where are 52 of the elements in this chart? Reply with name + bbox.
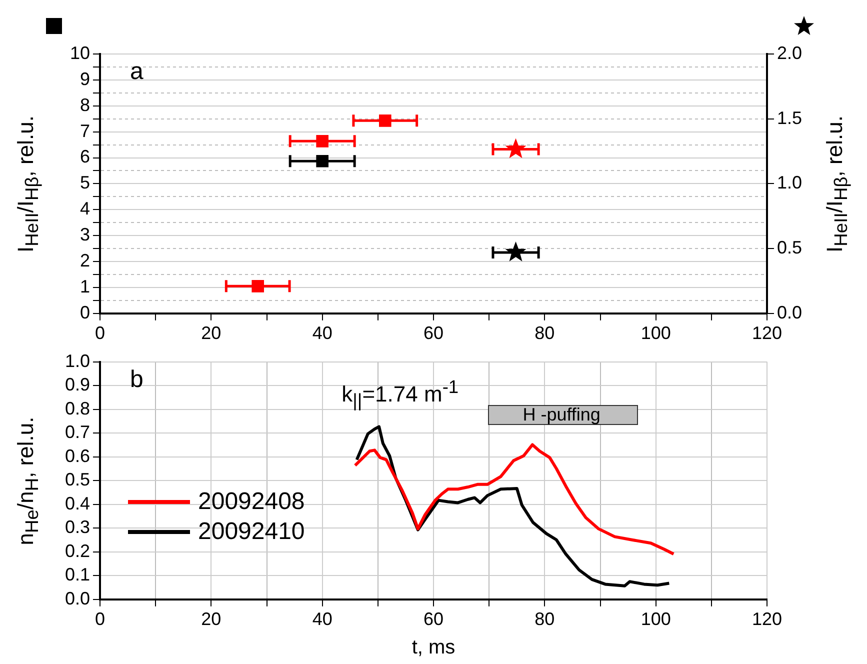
y-tick-label: 0.0 <box>64 588 90 608</box>
y-tick-label: 0.6 <box>64 446 90 466</box>
y-tick-label: 7 <box>80 120 90 141</box>
y-tick-label: 0.8 <box>64 398 90 418</box>
point <box>316 154 328 168</box>
y-tick-label: 1 <box>80 276 90 296</box>
y-tick-label: 4 <box>80 198 90 219</box>
x-tick-label: 40 <box>312 323 332 344</box>
y-tick-label: 1.0 <box>64 350 90 371</box>
y2-tick-label: 2.0 <box>777 42 802 63</box>
y2-tick-label: 1.0 <box>777 172 802 193</box>
y-tick-label: 0.1 <box>64 564 90 585</box>
y2-tick-label: 0.0 <box>777 302 802 322</box>
y2-tick-label: 0.5 <box>777 238 802 258</box>
y-tick-label: 10 <box>70 42 90 63</box>
point <box>252 280 264 292</box>
y-tick-label: 8 <box>80 94 90 115</box>
annotation: a <box>130 58 144 86</box>
y-tick-label: 0.5 <box>64 470 90 490</box>
x-tick-label: 60 <box>423 323 444 344</box>
annotation: b <box>130 366 144 394</box>
y2-tick-label: 1.5 <box>777 108 802 128</box>
y-tick-label: 0.2 <box>64 540 90 561</box>
x-tick-label: 60 <box>423 609 444 630</box>
y-tick-label: 2 <box>80 250 90 270</box>
y-tick-label: 0.4 <box>64 493 90 514</box>
y-tick-label: 0 <box>80 302 90 322</box>
point <box>316 135 328 148</box>
x-tick-label: 100 <box>640 609 671 630</box>
legend-label: 20092410 <box>198 518 305 546</box>
y-tick-label: 6 <box>80 146 90 167</box>
x-axis-title: t, ms <box>412 636 456 659</box>
x-tick-label: 100 <box>640 323 671 344</box>
x-tick-label: 120 <box>752 609 782 630</box>
x-tick-label: 0 <box>94 323 106 344</box>
y-tick-label: 5 <box>80 172 90 193</box>
y-tick-label: 0.3 <box>64 517 90 538</box>
y-tick-label: 0.9 <box>64 374 90 395</box>
x-tick-label: 40 <box>312 609 332 630</box>
annotation: k$_{||}$=1.74 m$^{-1}$ <box>342 376 459 412</box>
annotation: H -puffing <box>522 404 600 426</box>
x-tick-label: 20 <box>201 323 222 344</box>
legend-label: 20092408 <box>198 488 305 516</box>
x-tick-label: 120 <box>752 323 782 344</box>
x-tick-label: 80 <box>534 609 555 630</box>
point <box>378 114 392 127</box>
y-tick-label: 9 <box>80 68 90 89</box>
x-tick-label: 80 <box>534 323 555 344</box>
x-tick-label: 20 <box>201 609 222 630</box>
x-tick-label: 0 <box>94 609 106 630</box>
y-tick-label: 0.7 <box>64 422 90 442</box>
y-tick-label: 3 <box>80 224 90 245</box>
